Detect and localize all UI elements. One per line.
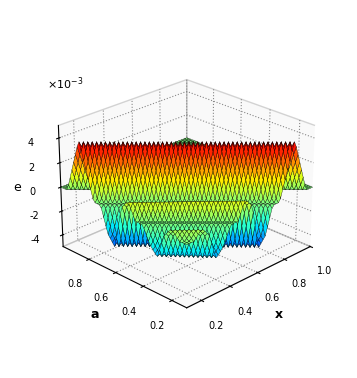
Y-axis label: a: a bbox=[90, 308, 99, 321]
X-axis label: x: x bbox=[275, 308, 283, 321]
Text: $\times 10^{-3}$: $\times 10^{-3}$ bbox=[47, 75, 84, 92]
